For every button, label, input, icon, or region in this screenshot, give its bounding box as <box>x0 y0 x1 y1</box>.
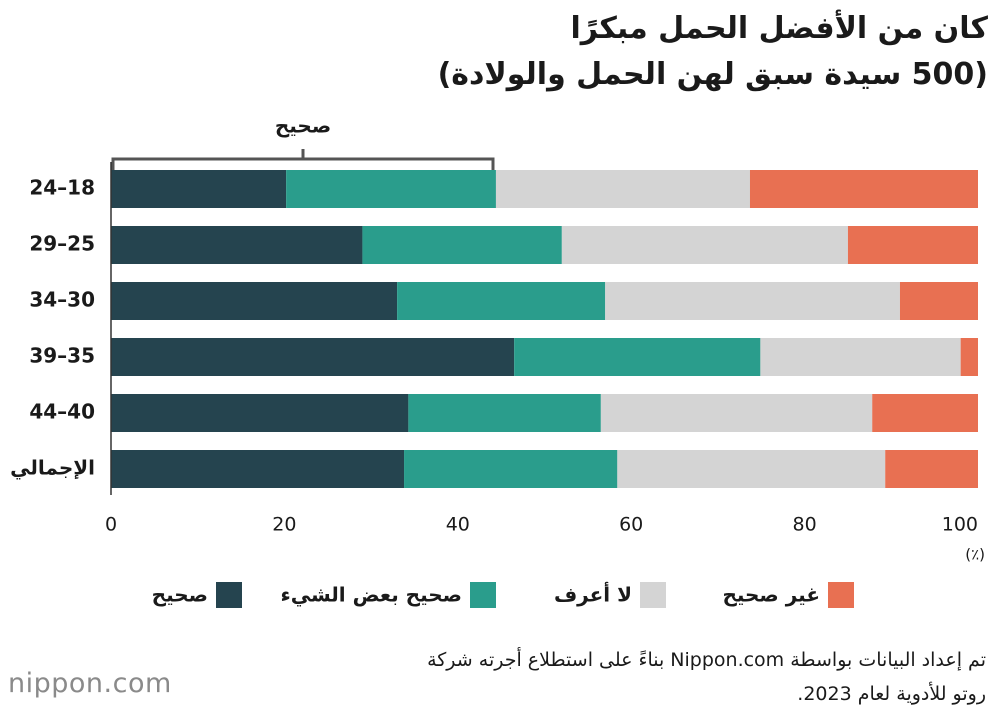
bar-segment <box>617 450 886 488</box>
bar-segment <box>760 338 961 376</box>
legend-label: لا أعرف <box>554 581 632 607</box>
bar-segment <box>514 338 761 376</box>
logo: nippon.com <box>8 668 172 699</box>
bar-segment <box>362 226 562 264</box>
legend-swatch <box>640 582 666 608</box>
bar-segment <box>111 170 287 208</box>
x-tick-label: 40 <box>446 514 470 536</box>
bar-segment <box>408 394 601 432</box>
chart-subtitle: (500 سيدة سبق لهن الحمل والولادة) <box>437 57 988 92</box>
y-tick-label: 24–18 <box>29 176 95 200</box>
title-block: كان من الأفضل الحمل مبكرًا (500 سيدة سبق… <box>88 6 988 98</box>
bar-segment <box>605 282 900 320</box>
legend-label: صحيح <box>152 583 208 607</box>
bar-segment <box>286 170 496 208</box>
bar-segment <box>404 450 618 488</box>
x-tick-label: 60 <box>619 514 643 536</box>
bar-segment <box>885 450 978 488</box>
bracket-label: صحيح <box>275 114 331 138</box>
bar-segment <box>899 282 978 320</box>
x-tick-label: 80 <box>793 514 817 536</box>
y-tick-label: 44–40 <box>29 400 95 424</box>
source: تم إعداد البيانات بواسطة Nippon.com بناء… <box>226 643 986 711</box>
bar-segment <box>600 394 873 432</box>
legend-swatch <box>828 582 854 608</box>
bar-segment <box>397 282 606 320</box>
bracket <box>111 149 495 170</box>
legend-label: غير صحيح <box>722 583 820 607</box>
x-tick-label: 0 <box>105 514 117 536</box>
bar-segment <box>561 226 848 264</box>
bar-segment <box>111 338 515 376</box>
unit-label: (٪) <box>965 546 985 564</box>
chart-title: كان من الأفضل الحمل مبكرًا <box>570 11 988 46</box>
legend-label: صحيح بعض الشيء <box>280 583 462 608</box>
bar-segment <box>495 170 750 208</box>
source-line: روتو للأدوية لعام 2023. <box>797 683 986 705</box>
legend-swatch <box>216 582 242 608</box>
y-tick-label: 39–35 <box>29 344 95 368</box>
bar-segment <box>111 226 363 264</box>
y-tick-label: 34–30 <box>29 288 95 312</box>
bar-segment <box>847 226 978 264</box>
legend-swatch <box>470 582 496 608</box>
y-tick-label: 29–25 <box>29 232 95 256</box>
x-tick-label: 20 <box>272 514 296 536</box>
bar-segment <box>749 170 978 208</box>
bar-segment <box>872 394 978 432</box>
source-line: تم إعداد البيانات بواسطة Nippon.com بناء… <box>427 649 986 671</box>
x-tick-label: 100 <box>942 514 978 536</box>
bar-segment <box>960 338 978 376</box>
bar-segment <box>111 450 405 488</box>
bar-segment <box>111 282 398 320</box>
y-tick-label: الإجمالي <box>10 456 95 481</box>
bar-segment <box>111 394 409 432</box>
